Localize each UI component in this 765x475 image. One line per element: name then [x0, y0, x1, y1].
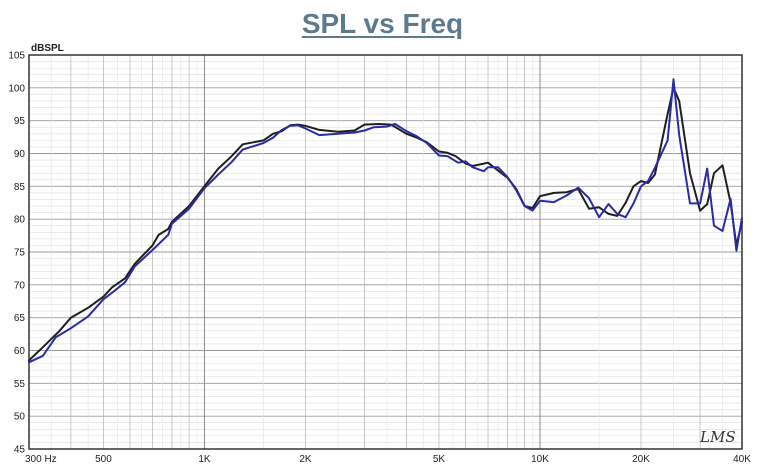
y-tick-label: 95: [14, 116, 26, 127]
lms-watermark: LMS: [699, 428, 736, 446]
x-tick-label: 2K: [299, 454, 312, 465]
y-tick-label: 105: [8, 51, 25, 62]
x-tick-label: 40K: [733, 454, 751, 465]
series-group: [28, 78, 743, 364]
grid-lines: [28, 54, 743, 450]
chart-title: SPL vs Freq: [301, 8, 464, 39]
y-tick-label: 50: [14, 412, 26, 423]
y-tick-label: 90: [14, 149, 26, 160]
y-tick-label: 55: [14, 379, 26, 390]
y-axis-label: dBSPL: [31, 43, 64, 54]
y-tick-label: 70: [14, 280, 26, 291]
y-tick-label: 85: [14, 182, 26, 193]
series-line-1: [28, 86, 743, 362]
y-tick-labels: 45 50 55 60 65 70 75 80 85 90 95 100 105: [8, 51, 25, 456]
y-tick-label: 100: [8, 83, 25, 94]
y-tick-label: 75: [14, 248, 26, 259]
y-tick-label: 80: [14, 215, 26, 226]
plot-frame: [28, 54, 743, 450]
x-tick-label: 5K: [433, 454, 446, 465]
x-tick-labels: 300 Hz 500 1K 2K 5K 10K 20K 40K: [25, 454, 751, 465]
series-line-2: [28, 78, 743, 364]
y-tick-label: 60: [14, 346, 26, 357]
x-tick-label: 20K: [632, 454, 650, 465]
x-tick-label: 500: [95, 454, 112, 465]
x-tick-label: 10K: [531, 454, 549, 465]
x-tick-label: 300 Hz: [25, 454, 57, 465]
y-tick-label: 45: [14, 445, 26, 456]
y-tick-label: 65: [14, 313, 26, 324]
x-tick-label: 1K: [198, 454, 211, 465]
